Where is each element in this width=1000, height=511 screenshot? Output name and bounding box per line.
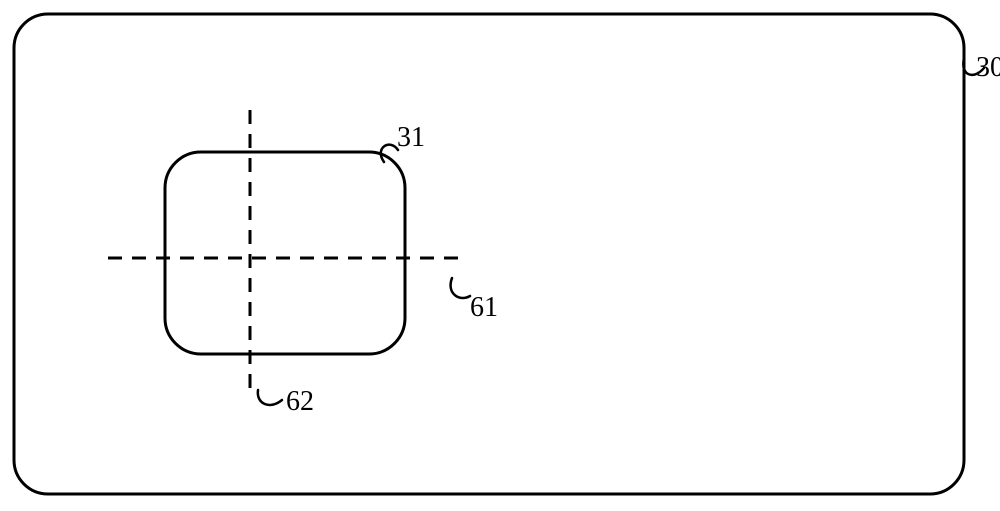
label-h_axis: 61 bbox=[470, 292, 498, 323]
figure-svg: 30 31 61 62 bbox=[0, 0, 1000, 511]
label-outer: 30 bbox=[976, 52, 1000, 83]
label-v_axis: 62 bbox=[286, 386, 314, 417]
label-inner: 31 bbox=[397, 122, 425, 153]
canvas-bg bbox=[0, 0, 1000, 511]
